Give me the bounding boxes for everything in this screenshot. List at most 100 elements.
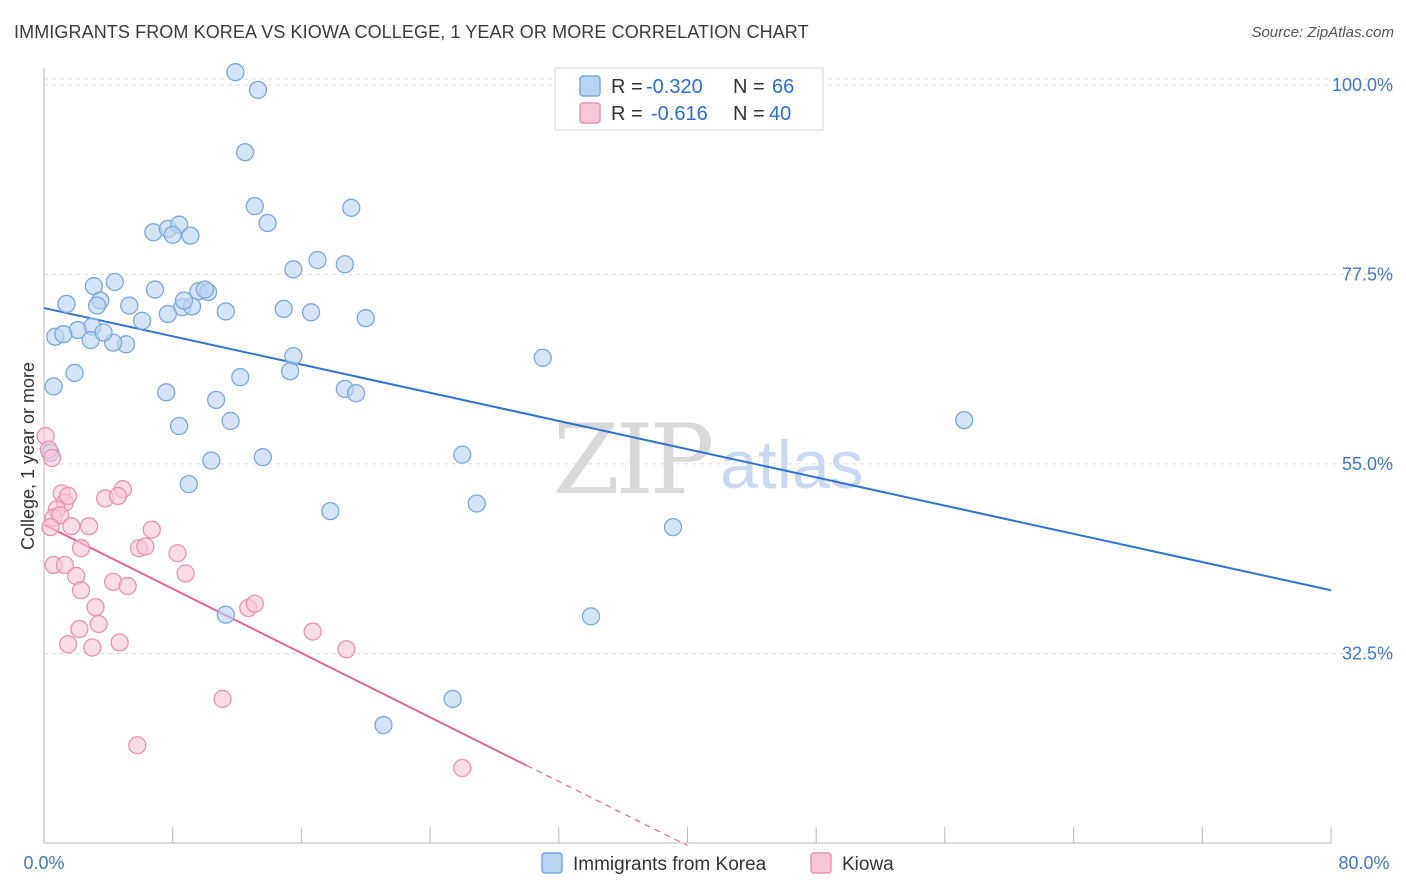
- korea-point[interactable]: [235, 143, 255, 162]
- kiowa-point[interactable]: [86, 597, 105, 617]
- korea-point[interactable]: [226, 63, 245, 82]
- kiowa-point[interactable]: [128, 736, 147, 755]
- korea-point[interactable]: [245, 197, 264, 216]
- korea-point[interactable]: [335, 255, 354, 274]
- trend-lines: [43, 307, 1332, 847]
- bottom-legend-label-kiowa: Kiowa: [842, 854, 894, 875]
- korea-point[interactable]: [258, 213, 277, 233]
- korea-point[interactable]: [195, 280, 215, 299]
- korea-point[interactable]: [202, 451, 221, 470]
- korea-point[interactable]: [145, 280, 165, 299]
- y-tick-label: 100.0%: [1332, 75, 1393, 95]
- korea-point[interactable]: [132, 311, 152, 330]
- korea-point[interactable]: [216, 302, 235, 321]
- korea-point[interactable]: [663, 517, 683, 537]
- kiowa-point[interactable]: [70, 619, 89, 639]
- kiowa-point[interactable]: [136, 537, 155, 556]
- korea-point[interactable]: [158, 304, 178, 324]
- korea-point[interactable]: [284, 346, 303, 366]
- y-tick-labels: 32.5% 55.0% 77.5% 100.0%: [1332, 75, 1393, 664]
- kiowa-point[interactable]: [245, 594, 264, 613]
- kiowa-point[interactable]: [108, 486, 128, 506]
- source-label: Source: ZipAtlas.com: [1251, 24, 1394, 41]
- chart-title: IMMIGRANTS FROM KOREA VS KIOWA COLLEGE, …: [14, 22, 809, 42]
- kiowa-point[interactable]: [58, 486, 78, 506]
- kiowa-point[interactable]: [168, 544, 187, 563]
- korea-point[interactable]: [169, 416, 189, 436]
- bottom-legend-label-korea: Immigrants from Korea: [573, 854, 767, 875]
- korea-point[interactable]: [955, 410, 974, 430]
- korea-point[interactable]: [120, 296, 139, 315]
- korea-point[interactable]: [221, 411, 240, 431]
- korea-point[interactable]: [342, 198, 361, 217]
- korea-point[interactable]: [253, 448, 272, 467]
- korea-point[interactable]: [280, 362, 300, 381]
- kiowa-point[interactable]: [89, 614, 108, 634]
- korea-point[interactable]: [179, 474, 198, 494]
- kiowa-point[interactable]: [71, 581, 91, 600]
- korea-point[interactable]: [321, 501, 340, 521]
- y-tick-label: 32.5%: [1342, 643, 1393, 663]
- y-axis-label: College, 1 year or more: [18, 362, 38, 550]
- kiowa-point[interactable]: [83, 638, 102, 657]
- korea-point[interactable]: [163, 225, 182, 244]
- korea-point[interactable]: [105, 272, 124, 292]
- korea-point[interactable]: [443, 689, 462, 709]
- kiowa-point[interactable]: [62, 517, 81, 536]
- kiowa-point[interactable]: [110, 633, 129, 652]
- korea-point[interactable]: [206, 390, 226, 410]
- korea-point[interactable]: [284, 260, 303, 279]
- legend-n-value-kiowa: 40: [769, 103, 791, 125]
- korea-point[interactable]: [533, 348, 552, 367]
- korea-point[interactable]: [467, 494, 486, 513]
- korea-point[interactable]: [65, 363, 84, 383]
- korea-point[interactable]: [181, 226, 200, 245]
- korea-point[interactable]: [157, 383, 176, 402]
- legend-r-value-korea: -0.320: [646, 76, 703, 98]
- kiowa-point[interactable]: [303, 622, 322, 641]
- korea-point[interactable]: [174, 291, 194, 310]
- series-korea-points: [41, 63, 974, 735]
- korea-point[interactable]: [374, 715, 393, 735]
- kiowa-point[interactable]: [79, 517, 99, 536]
- y-tick-label: 55.0%: [1342, 454, 1393, 474]
- series-kiowa-points: [36, 426, 472, 778]
- korea-point[interactable]: [87, 296, 107, 315]
- bottom-legend-swatch-korea: [541, 852, 563, 874]
- korea-point[interactable]: [216, 605, 235, 624]
- kiowa-point[interactable]: [50, 506, 70, 525]
- kiowa-point[interactable]: [58, 635, 78, 654]
- korea-point[interactable]: [94, 323, 113, 342]
- legend-swatch-kiowa: [579, 102, 601, 124]
- kiowa-point[interactable]: [41, 517, 60, 537]
- korea-point[interactable]: [44, 377, 63, 396]
- korea-point[interactable]: [581, 607, 601, 626]
- kiowa-point[interactable]: [337, 640, 356, 659]
- kiowa-point[interactable]: [213, 689, 232, 709]
- trend-line-korea: [43, 307, 1332, 592]
- korea-point[interactable]: [453, 445, 472, 464]
- korea-point[interactable]: [346, 384, 366, 403]
- kiowa-point[interactable]: [42, 448, 62, 468]
- korea-point[interactable]: [54, 325, 73, 344]
- kiowa-point[interactable]: [453, 758, 472, 778]
- korea-point[interactable]: [356, 309, 375, 328]
- korea-point[interactable]: [274, 299, 293, 319]
- watermark-zip: ZIP: [553, 404, 712, 516]
- trend-line-kiowa-extension: [526, 764, 688, 847]
- kiowa-point[interactable]: [55, 555, 75, 575]
- grid-lines: [44, 78, 1393, 654]
- bottom-legend-swatch-kiowa: [810, 852, 832, 874]
- legend-r-label-korea: R =: [611, 76, 643, 98]
- korea-point[interactable]: [248, 80, 268, 100]
- korea-point[interactable]: [308, 250, 327, 270]
- kiowa-point[interactable]: [142, 520, 161, 539]
- korea-point[interactable]: [231, 368, 250, 387]
- legend: R = -0.320 N = 66 R = -0.616 N = 40: [554, 67, 824, 131]
- kiowa-point[interactable]: [176, 564, 195, 583]
- korea-point[interactable]: [57, 294, 76, 314]
- bottom-legend: Immigrants from Korea Kiowa: [541, 852, 894, 875]
- kiowa-point[interactable]: [71, 539, 91, 558]
- korea-point[interactable]: [301, 303, 321, 322]
- kiowa-point[interactable]: [118, 576, 137, 596]
